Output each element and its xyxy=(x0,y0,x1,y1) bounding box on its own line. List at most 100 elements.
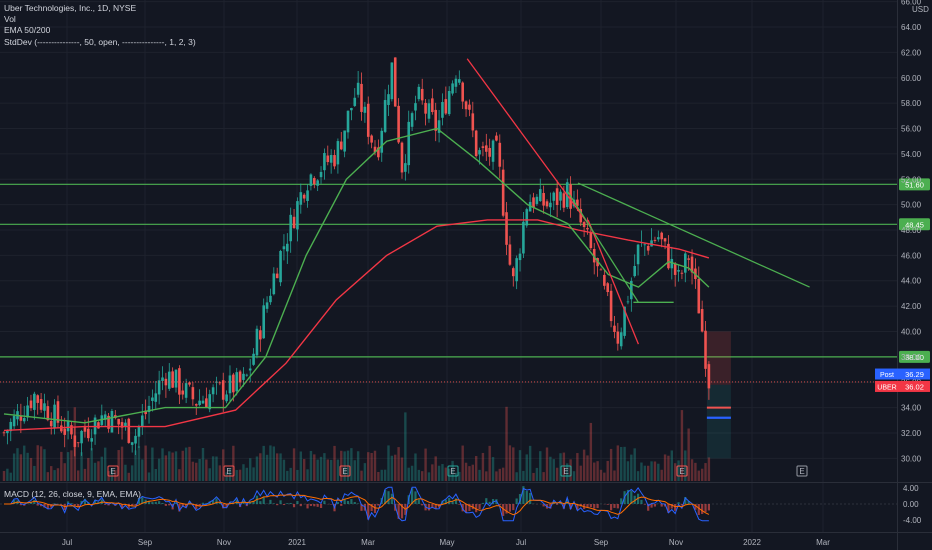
volume-bar xyxy=(562,452,566,481)
candle xyxy=(248,358,252,383)
volume-bar xyxy=(603,472,606,481)
price-axis-tick: 64.00 xyxy=(901,23,922,32)
volume-bar xyxy=(164,455,168,481)
candle-body xyxy=(576,199,579,206)
candle xyxy=(549,192,552,217)
candle xyxy=(400,141,404,179)
macd-histogram-bar xyxy=(377,504,380,506)
macd-histogram-bar xyxy=(586,504,589,508)
volume-bar xyxy=(599,469,603,481)
candle xyxy=(205,387,208,408)
candle xyxy=(120,417,124,440)
candle xyxy=(171,367,174,388)
macd-indicator-label[interactable]: MACD (12, 26, close, 9, EMA, EMA) xyxy=(4,489,141,499)
candle-body xyxy=(434,109,438,131)
volume-bar xyxy=(474,456,478,481)
volume-bar xyxy=(515,472,518,481)
macd-histogram-bar xyxy=(606,504,609,505)
volume-bar xyxy=(90,448,93,481)
time-axis: Jul Sep Nov 2021 Mar May Jul Sep Nov 2022 Mar xyxy=(62,538,830,547)
volume-bar xyxy=(539,451,542,481)
candle xyxy=(437,110,441,143)
volume-bar xyxy=(441,464,444,481)
macd-histogram-bar xyxy=(556,504,559,505)
volume-bar xyxy=(545,447,549,481)
volume-bar xyxy=(461,445,464,481)
candle-body xyxy=(414,103,417,111)
volume-bar xyxy=(687,428,690,481)
volume-bar xyxy=(255,456,259,481)
volume-bar xyxy=(23,445,26,481)
volume-bar xyxy=(286,470,289,481)
volume-bar xyxy=(448,468,451,481)
candle xyxy=(124,419,127,431)
macd-histogram-bar xyxy=(522,486,525,504)
candle xyxy=(393,57,397,107)
macd-histogram-bar xyxy=(168,504,171,506)
candle xyxy=(704,320,707,377)
volume-bar xyxy=(16,448,19,481)
volume-indicator-label[interactable]: Vol xyxy=(4,14,16,25)
candle xyxy=(151,389,154,412)
volume-bar xyxy=(528,445,532,481)
candle xyxy=(407,110,411,174)
candle-body xyxy=(181,390,185,395)
candle xyxy=(144,399,147,420)
price-axis-tick: 60.00 xyxy=(901,74,922,83)
volume-bar xyxy=(93,462,97,481)
candle xyxy=(198,389,201,407)
level-label-box xyxy=(899,350,930,363)
macd-histogram-bar xyxy=(464,504,468,513)
volume-bar xyxy=(535,467,539,481)
macd-histogram-bar xyxy=(269,499,272,504)
candle xyxy=(606,282,610,297)
candle-body xyxy=(80,430,83,444)
candle-body xyxy=(424,102,427,114)
macd-histogram-bar xyxy=(249,501,252,504)
volume-bar xyxy=(387,445,390,481)
price-axis: 30.0032.0034.0036.0038.0040.0042.0044.00… xyxy=(901,0,929,463)
macd-histogram-bar xyxy=(400,504,404,519)
candle-body xyxy=(657,237,660,240)
candle-body xyxy=(410,113,414,127)
macd-histogram-bar xyxy=(289,502,292,504)
candle-body xyxy=(245,374,249,376)
stddev-upper-zone xyxy=(706,331,731,385)
time-axis-label: 2021 xyxy=(288,538,306,547)
candle-body xyxy=(178,368,181,395)
candle xyxy=(660,231,663,248)
earnings-marker-box xyxy=(107,465,119,477)
candle-body xyxy=(518,253,522,261)
ema-indicator-label[interactable]: EMA 50/200 xyxy=(4,25,51,36)
stddev-indicator-label[interactable]: StdDev (---------------, 50, open, -----… xyxy=(4,36,196,47)
candle xyxy=(707,361,711,400)
trendline-red xyxy=(587,219,640,345)
macd-histogram-bar xyxy=(559,502,562,504)
symbol-title[interactable]: Uber Technologies, Inc., 1D, NYSE xyxy=(4,3,137,13)
candle xyxy=(157,370,161,405)
candle-body xyxy=(191,387,195,400)
macd-histogram-bar xyxy=(549,504,552,509)
earnings-marker-text: E xyxy=(679,467,684,476)
candle-body xyxy=(97,422,100,429)
candle-body xyxy=(613,325,616,332)
volume-bar xyxy=(66,452,70,481)
macd-histogram-bar xyxy=(576,504,579,510)
candle-body xyxy=(525,209,529,226)
candle-body xyxy=(19,415,23,421)
volume-bar xyxy=(249,458,252,481)
candle-body xyxy=(242,373,245,380)
candle xyxy=(194,403,198,415)
candle-body xyxy=(458,79,461,83)
candle xyxy=(191,382,195,406)
candle-body xyxy=(549,202,552,208)
candle-body xyxy=(225,394,228,402)
candle xyxy=(505,201,508,255)
macd-histogram-bar xyxy=(468,504,471,511)
candle xyxy=(299,183,303,214)
macd-histogram-bar xyxy=(697,504,700,515)
price-label-value-box xyxy=(899,380,930,392)
stddev-band xyxy=(706,331,731,459)
candle xyxy=(474,129,478,158)
